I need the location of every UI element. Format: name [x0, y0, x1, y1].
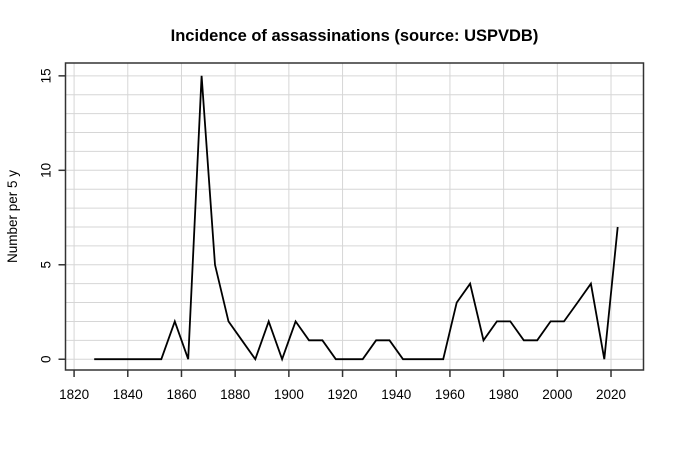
y-tick-label: 15 [39, 68, 54, 83]
x-tick-label: 2020 [596, 387, 626, 402]
chart-title: Incidence of assassinations (source: USP… [171, 27, 539, 45]
x-tick-label: 1900 [274, 387, 304, 402]
x-tick-label: 1920 [328, 387, 358, 402]
y-axis-label: Number per 5 y [5, 170, 20, 263]
axes: 1820 1840 1860 1880 1900 1920 1940 1960 1980 2000… [39, 62, 645, 402]
x-tick-label: 1960 [435, 387, 465, 402]
x-tick-label: 2000 [542, 387, 572, 402]
x-tick-label: 1820 [59, 387, 89, 402]
x-tick-label: 1940 [381, 387, 411, 402]
x-tick-label: 1860 [166, 387, 196, 402]
grid-lines [65, 63, 644, 370]
y-tick-label: 5 [39, 261, 54, 269]
y-tick-label: 10 [39, 163, 54, 178]
incidence-line [94, 75, 619, 362]
data-series [94, 75, 619, 362]
x-tick-label: 1980 [489, 387, 519, 402]
x-tick-label: 1840 [113, 387, 143, 402]
plot-box [64, 62, 645, 371]
y-tick-label: 0 [39, 355, 54, 363]
x-tick-label: 1880 [220, 387, 250, 402]
